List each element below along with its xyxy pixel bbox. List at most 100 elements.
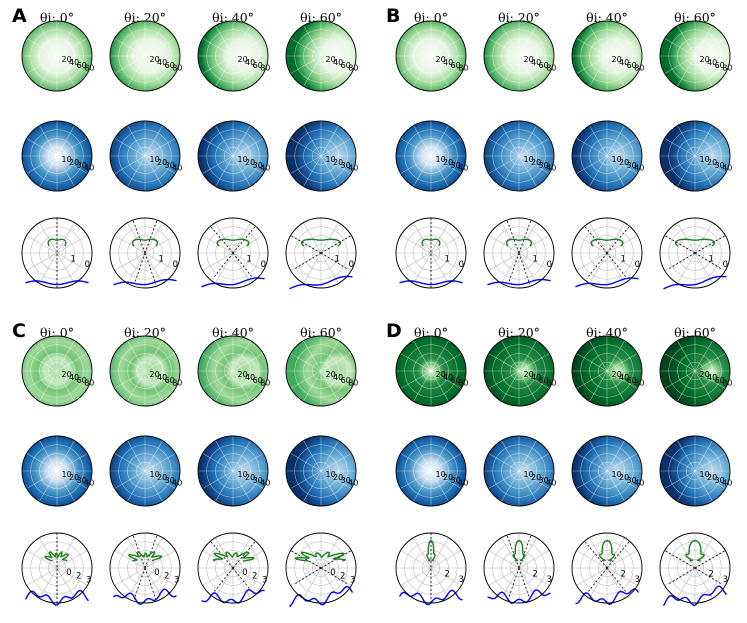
radial-tick-label: 20 — [531, 473, 541, 482]
radial-tick-label: 40 — [69, 373, 79, 382]
radial-tick-label: 60 — [715, 61, 725, 70]
polar-profile-3-2: 10 — [483, 217, 555, 289]
radial-tick-label: 40 — [443, 373, 453, 382]
polar-profile-3-3: 10 — [197, 217, 269, 289]
radial-tick-label: 80 — [260, 64, 270, 73]
radial-tick-label: 20 — [524, 55, 534, 64]
radial-tick-label: 2 — [340, 572, 345, 582]
radial-tick-label: 20 — [333, 473, 343, 482]
polar-profile-3-2: 23 — [483, 532, 555, 604]
column-title: θi: 0° — [40, 325, 74, 340]
radial-tick-label: 20 — [157, 473, 167, 482]
radial-tick-label: 30 — [341, 476, 351, 485]
radial-tick-label: 60 — [451, 376, 461, 385]
panel-letter: D — [386, 320, 402, 342]
radial-tick-label: 0 — [349, 260, 354, 270]
radial-tick-label: 20 — [62, 55, 72, 64]
radial-tick-label: 30 — [539, 476, 549, 485]
column-title: θi: 60° — [674, 325, 716, 340]
radial-tick-label: 30 — [341, 161, 351, 170]
radial-tick-label: 10 — [150, 155, 160, 164]
column-title: θi: 40° — [586, 10, 628, 25]
radial-tick-label: 80 — [348, 379, 358, 388]
radial-tick-label: 3 — [635, 575, 640, 585]
radial-tick-label: 60 — [165, 61, 175, 70]
radial-tick-label: 10 — [436, 155, 446, 164]
radial-tick-label: 2 — [620, 570, 625, 580]
radial-tick-label: 40 — [722, 479, 732, 488]
radial-tick-label: 20 — [245, 158, 255, 167]
radial-tick-label: 10 — [612, 155, 622, 164]
radial-tick-label: 2 — [444, 570, 449, 580]
radial-tick-label: 40 — [546, 164, 556, 173]
column-title: θi: 40° — [212, 325, 254, 340]
radial-tick-label: 20 — [443, 473, 453, 482]
radial-tick-label: 80 — [172, 379, 182, 388]
radial-tick-label: 1 — [444, 255, 449, 265]
radial-tick-label: 40 — [458, 479, 468, 488]
radial-tick-label: 20 — [700, 55, 710, 64]
radial-tick-label: 60 — [253, 61, 263, 70]
radial-tick-label: 0 — [242, 568, 247, 578]
radial-tick-label: 0 — [261, 260, 266, 270]
radial-tick-label: 60 — [627, 61, 637, 70]
radial-tick-label: 60 — [539, 61, 549, 70]
radial-tick-label: 40 — [333, 373, 343, 382]
radial-tick-label: 0 — [723, 260, 728, 270]
radial-tick-label: 40 — [722, 164, 732, 173]
polar-profile-3-2: 10 — [109, 217, 181, 289]
radial-tick-label: 40 — [707, 58, 717, 67]
polar-profile-3-1: 10 — [21, 217, 93, 289]
radial-tick-label: 30 — [627, 161, 637, 170]
radial-tick-label: 2 — [532, 570, 537, 580]
column-title: θi: 20° — [498, 10, 540, 25]
radial-tick-label: 20 — [612, 370, 622, 379]
radial-tick-label: 1 — [708, 255, 713, 265]
radial-tick-label: 0 — [547, 260, 552, 270]
radial-tick-label: 2 — [252, 572, 257, 582]
radial-tick-label: 30 — [77, 161, 87, 170]
radial-tick-label: 2 — [164, 572, 169, 582]
radial-tick-label: 40 — [84, 479, 94, 488]
radial-tick-label: 20 — [150, 55, 160, 64]
radial-tick-label: 0 — [154, 568, 159, 578]
column-title: θi: 0° — [414, 10, 448, 25]
radial-tick-label: 3 — [174, 576, 179, 586]
radial-tick-label: 20 — [326, 370, 336, 379]
radial-tick-label: 20 — [436, 370, 446, 379]
radial-tick-label: 1 — [246, 255, 251, 265]
radial-tick-label: 20 — [619, 158, 629, 167]
radial-tick-label: 40 — [531, 373, 541, 382]
radial-tick-label: 1 — [70, 255, 75, 265]
radial-tick-label: 80 — [634, 379, 644, 388]
radial-tick-label: 3 — [459, 575, 464, 585]
radial-tick-label: 80 — [348, 64, 358, 73]
radial-tick-label: 3 — [262, 576, 267, 586]
radial-tick-label: 40 — [172, 479, 182, 488]
radial-tick-label: 40 — [546, 479, 556, 488]
radial-tick-label: 30 — [451, 476, 461, 485]
polar-profile-3-1: 23 — [395, 532, 467, 606]
radial-tick-label: 0 — [635, 260, 640, 270]
radial-tick-label: 80 — [546, 379, 556, 388]
radial-tick-label: 20 — [157, 158, 167, 167]
radial-tick-label: 0 — [173, 260, 178, 270]
radial-tick-label: 20 — [531, 158, 541, 167]
radial-tick-label: 1 — [334, 255, 339, 265]
radial-tick-label: 40 — [157, 58, 167, 67]
radial-tick-label: 30 — [539, 161, 549, 170]
column-title: θi: 20° — [124, 10, 166, 25]
